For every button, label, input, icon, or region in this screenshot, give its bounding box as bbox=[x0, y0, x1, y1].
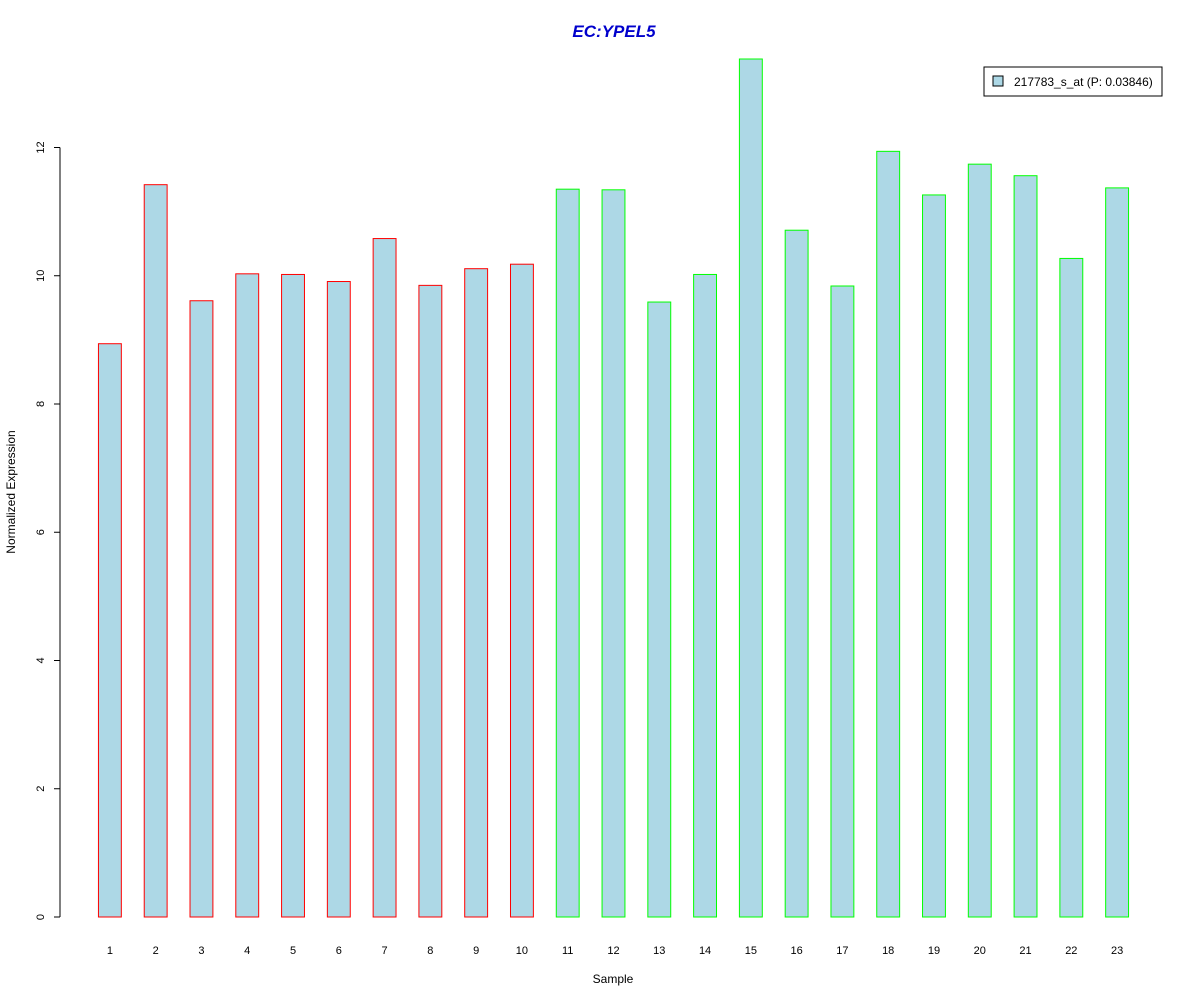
x-tick-label: 21 bbox=[1019, 945, 1031, 957]
bar-sample-11 bbox=[555, 188, 580, 918]
bar-sample-18 bbox=[876, 150, 901, 918]
x-tick-label: 14 bbox=[699, 945, 711, 957]
bar-sample-14 bbox=[693, 273, 718, 918]
x-tick-label: 2 bbox=[153, 945, 159, 957]
legend-box bbox=[983, 66, 1163, 97]
bar-sample-21 bbox=[1013, 175, 1038, 918]
x-tick-label: 23 bbox=[1111, 945, 1123, 957]
chart-title: EC:YPEL5 bbox=[572, 22, 656, 41]
bar-sample-12 bbox=[601, 189, 626, 918]
bar-sample-13 bbox=[647, 301, 672, 918]
x-tick-label: 17 bbox=[836, 945, 848, 957]
bar-sample-23 bbox=[1105, 187, 1130, 918]
bar-sample-7 bbox=[372, 238, 397, 918]
x-tick-label: 7 bbox=[382, 945, 388, 957]
x-tick-label: 12 bbox=[607, 945, 619, 957]
x-tick-label: 3 bbox=[198, 945, 204, 957]
bar-sample-6 bbox=[326, 281, 351, 918]
x-tick-label: 15 bbox=[745, 945, 757, 957]
bar-sample-2 bbox=[143, 184, 168, 918]
x-tick-label: 11 bbox=[562, 945, 573, 957]
x-tick-label: 9 bbox=[473, 945, 479, 957]
y-axis: 0 2 4 6 8 10 12 bbox=[35, 141, 61, 920]
bar-sample-3 bbox=[189, 300, 214, 918]
bar-sample-20 bbox=[967, 163, 992, 918]
x-tick-label: 20 bbox=[974, 945, 986, 957]
x-axis-label: Sample bbox=[593, 972, 634, 986]
y-tick-label: 0 bbox=[35, 914, 47, 920]
x-tick-label: 18 bbox=[882, 945, 894, 957]
legend-entry: 217783_s_at (P: 0.03846) bbox=[1014, 75, 1153, 89]
y-tick-label: 4 bbox=[35, 657, 47, 663]
bar-sample-9 bbox=[464, 268, 489, 918]
bar-sample-22 bbox=[1059, 257, 1084, 918]
x-tick-label: 22 bbox=[1065, 945, 1077, 957]
bar-sample-1 bbox=[97, 343, 122, 918]
bar-sample-17 bbox=[830, 285, 855, 918]
y-tick-label: 12 bbox=[35, 141, 47, 153]
bar-sample-10 bbox=[509, 263, 534, 918]
x-tick-label: 8 bbox=[427, 945, 433, 957]
legend-swatch bbox=[992, 75, 1004, 87]
bar-sample-16 bbox=[784, 229, 809, 918]
x-tick-label: 5 bbox=[290, 945, 296, 957]
x-tick-label: 13 bbox=[653, 945, 665, 957]
x-tick-label: 16 bbox=[791, 945, 803, 957]
y-tick-label: 10 bbox=[35, 270, 47, 282]
bars bbox=[97, 58, 1130, 918]
bar-sample-8 bbox=[418, 284, 443, 918]
x-tick-label: 4 bbox=[244, 945, 250, 957]
x-tick-label: 10 bbox=[516, 945, 528, 957]
bar-sample-4 bbox=[235, 273, 260, 918]
x-tick-label: 19 bbox=[928, 945, 940, 957]
x-tick-labels: 1 2 3 4 5 6 7 8 9 10 11 12 13 14 15 16 17 18 19 20 21 22 23 bbox=[107, 945, 1123, 957]
x-tick-label: 6 bbox=[336, 945, 342, 957]
bar-sample-19 bbox=[922, 194, 946, 918]
legend: 217783_s_at (P: 0.03846) bbox=[983, 66, 1163, 97]
bar-sample-15 bbox=[738, 58, 763, 918]
x-tick-label: 1 bbox=[107, 945, 113, 957]
bar-sample-5 bbox=[281, 273, 305, 918]
y-tick-label: 2 bbox=[35, 786, 47, 792]
y-tick-label: 8 bbox=[35, 401, 47, 407]
y-tick-label: 6 bbox=[35, 529, 47, 535]
y-axis-label: Normalized Expression bbox=[4, 430, 18, 553]
